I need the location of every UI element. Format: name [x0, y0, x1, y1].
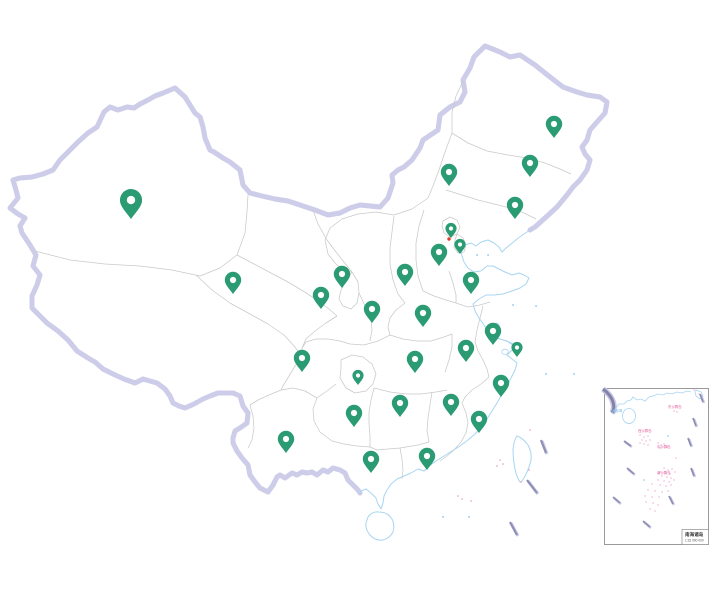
inset-mainland-border [602, 387, 616, 414]
pin-hole [489, 327, 497, 335]
map-pin-guangxi[interactable] [362, 450, 380, 473]
nine-dash-segments [509, 439, 549, 537]
inset-hainan [622, 408, 636, 424]
pin-hole [457, 242, 463, 247]
pin-hole [368, 305, 376, 313]
inset-taiwan [694, 389, 704, 400]
pin-hole [126, 195, 136, 205]
pin-hole [338, 270, 346, 278]
map-pin-ningxia[interactable] [333, 265, 351, 288]
pin-hole [447, 398, 455, 406]
inset-dash-segments [612, 393, 706, 529]
inset-island-dots-pink [639, 389, 700, 512]
location-pins [119, 115, 563, 473]
inset-legend-box: 南海诸岛 1:32 000 000 [681, 529, 709, 545]
map-pin-yunnan[interactable] [277, 430, 295, 453]
pin-hole [475, 415, 483, 423]
pin-hole [462, 344, 470, 352]
inset-label-xisha: 西沙群岛 [638, 428, 652, 433]
inset-label-nansha: 南沙群岛 [657, 470, 671, 475]
pin-hole [467, 276, 475, 284]
pin-hole [497, 379, 505, 387]
map-pin-guangdong[interactable] [418, 447, 436, 470]
pin-hole [401, 268, 409, 276]
map-pin-shaanxi[interactable] [363, 300, 381, 323]
map-pin-chongqing[interactable] [352, 369, 364, 385]
map-pin-heilongjiang[interactable] [545, 115, 563, 138]
map-pin-shandong[interactable] [462, 271, 480, 294]
pin-hole [282, 435, 290, 443]
taiwan-outline [512, 435, 532, 483]
inset-coastline [611, 390, 692, 414]
map-pin-xinjiang[interactable] [119, 189, 143, 219]
map-pin-zhejiang[interactable] [492, 374, 510, 397]
map-pin-fujian[interactable] [470, 410, 488, 433]
pin-hole [435, 248, 443, 256]
map-pin-liaoning[interactable] [506, 196, 524, 219]
pin-hole [298, 354, 306, 362]
pin-hole [514, 345, 520, 350]
pin-hole [367, 455, 375, 463]
inset-frame [604, 388, 709, 545]
pin-hole [448, 226, 454, 231]
map-pin-anhui[interactable] [457, 339, 475, 362]
hainan-outline [365, 511, 395, 541]
inset-legend-title: 南海诸岛 [685, 531, 704, 538]
capital-dot [447, 237, 451, 241]
map-pin-shanxi[interactable] [396, 263, 414, 286]
pin-hole [355, 373, 361, 378]
map-pin-hubei[interactable] [406, 350, 424, 373]
inset-label-beibu-gulf: 北部湾 [612, 408, 623, 413]
map-pin-shanghai[interactable] [511, 341, 523, 357]
pin-hole [445, 168, 453, 176]
south-china-sea-inset: 北部湾 东沙群岛 西沙群岛 中沙群岛 南沙群岛 南海诸岛 1:32 000 00… [601, 386, 709, 545]
map-pin-jiangxi[interactable] [442, 393, 460, 416]
map-pin-beijing[interactable] [445, 222, 457, 238]
pin-hole [423, 452, 431, 460]
pin-hole [411, 355, 419, 363]
inset-island-dots-blue [643, 435, 669, 481]
pin-hole [350, 409, 358, 417]
national-border [7, 43, 610, 496]
pin-hole [550, 120, 558, 128]
province-boundaries [34, 80, 572, 480]
map-pin-hunan[interactable] [391, 394, 409, 417]
pin-hole [229, 276, 237, 284]
sea-island-dots-pink [457, 429, 531, 502]
coastline [359, 229, 531, 510]
map-pin-jilin[interactable] [521, 154, 539, 177]
map-pin-qinghai[interactable] [224, 271, 242, 294]
map-pin-inner-mongolia[interactable] [440, 163, 458, 186]
map-pin-hebei[interactable] [430, 243, 448, 266]
map-pin-sichuan[interactable] [293, 349, 311, 372]
inset-label-dongsha: 东沙群岛 [668, 404, 682, 409]
pin-hole [317, 291, 325, 299]
map-pin-jiangsu[interactable] [484, 322, 502, 345]
pin-hole [511, 201, 519, 209]
map-pin-gansu[interactable] [312, 286, 330, 309]
map-pin-henan[interactable] [414, 304, 432, 327]
inset-label-zhongsha: 中沙群岛 [657, 444, 671, 449]
inset-legend-scale: 1:32 000 000 [685, 539, 704, 543]
pin-hole [396, 399, 404, 407]
pin-hole [526, 159, 534, 167]
map-pin-tianjin[interactable] [454, 238, 466, 254]
sea-island-dots-blue [442, 254, 575, 518]
pin-hole [419, 309, 427, 317]
map-pin-guizhou[interactable] [345, 404, 363, 427]
